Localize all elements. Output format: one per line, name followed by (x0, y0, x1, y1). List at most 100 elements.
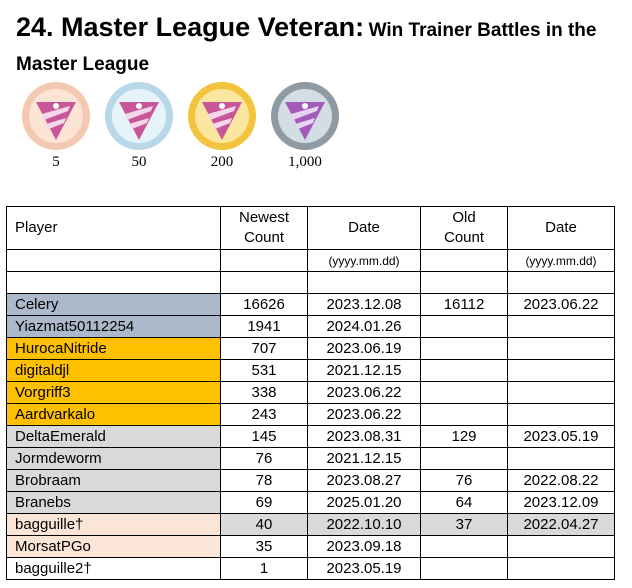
old-count-cell (420, 535, 508, 558)
medal-platinum-icon (271, 82, 339, 150)
header-old-date: Date (507, 206, 615, 250)
header-newest-count: Newest Count (220, 206, 308, 250)
medal-label-silver: 50 (131, 154, 147, 170)
table-row: Jormdeworm 76 2021.12.15 (6, 447, 615, 470)
newest-count-cell: 707 (220, 337, 308, 360)
old-count-cell (420, 557, 508, 580)
player-cell: HurocaNitride (6, 337, 221, 360)
date-cell: 2024.01.26 (307, 315, 421, 338)
player-cell: Vorgriff3 (6, 381, 221, 404)
table-row: bagguille† 40 2022.10.10 37 2022.04.27 (6, 513, 615, 536)
old-date-cell (507, 557, 615, 580)
medal-label-bronze: 5 (52, 154, 60, 170)
player-cell: Celery (6, 293, 221, 316)
date-cell: 2023.09.18 (307, 535, 421, 558)
table-row: MorsatPGo 35 2023.09.18 (6, 535, 615, 558)
old-date-cell: 2023.05.19 (507, 425, 615, 448)
old-count-cell (420, 403, 508, 426)
newest-count-cell: 76 (220, 447, 308, 470)
medal-platinum: 1,000 (269, 80, 341, 171)
medal-row: 5 50 200 1,000 (20, 80, 340, 170)
player-cell: bagguille2† (6, 557, 221, 580)
old-date-cell: 2023.12.09 (507, 491, 615, 514)
old-date-cell (507, 359, 615, 382)
title-subtitle-line2: Master League (16, 54, 150, 75)
newest-count-cell: 69 (220, 491, 308, 514)
date-cell: 2025.01.20 (307, 491, 421, 514)
old-date-cell (507, 315, 615, 338)
old-date-cell (507, 447, 615, 470)
table-row: Celery 16626 2023.12.08 16112 2023.06.22 (6, 293, 615, 316)
player-cell: bagguille† (6, 513, 221, 536)
player-cell: Jormdeworm (6, 447, 221, 470)
league-table: Player Newest Count Date Old Count Date (y… (6, 206, 615, 580)
old-count-cell: 76 (420, 469, 508, 492)
old-date-cell (507, 403, 615, 426)
newest-count-cell: 531 (220, 359, 308, 382)
table-row: Branebs 69 2025.01.20 64 2023.12.09 (6, 491, 615, 514)
table-row: Brobraam 78 2023.08.27 76 2022.08.22 (6, 469, 615, 492)
table-row: HurocaNitride 707 2023.06.19 (6, 337, 615, 360)
old-date-format: (yyyy.mm.dd) (507, 249, 615, 272)
newest-count-cell: 145 (220, 425, 308, 448)
date-cell: 2023.06.22 (307, 381, 421, 404)
medal-gold: 200 (186, 80, 258, 171)
spacer-row (6, 271, 615, 294)
newest-count-cell: 338 (220, 381, 308, 404)
old-count-cell (420, 337, 508, 360)
old-count-cell: 64 (420, 491, 508, 514)
date-format: (yyyy.mm.dd) (307, 249, 421, 272)
medal-silver-icon (105, 82, 173, 150)
header-old-count: Old Count (420, 206, 508, 250)
date-cell: 2023.08.31 (307, 425, 421, 448)
date-cell: 2023.06.19 (307, 337, 421, 360)
old-count-cell (420, 359, 508, 382)
newest-count-cell: 40 (220, 513, 308, 536)
old-count-cell: 129 (420, 425, 508, 448)
old-date-cell (507, 381, 615, 404)
date-cell: 2021.12.15 (307, 447, 421, 470)
header-date: Date (307, 206, 421, 250)
old-count-cell (420, 381, 508, 404)
player-cell: DeltaEmerald (6, 425, 221, 448)
newest-count-cell: 1 (220, 557, 308, 580)
date-cell: 2023.12.08 (307, 293, 421, 316)
table-row: DeltaEmerald 145 2023.08.31 129 2023.05.19 (6, 425, 615, 448)
title-subtitle: Win Trainer Battles in the (368, 20, 597, 41)
page-title: 24. Master League Veteran: Win Trainer B… (16, 9, 626, 75)
old-date-cell: 2022.08.22 (507, 469, 615, 492)
newest-count-cell: 35 (220, 535, 308, 558)
medal-label-platinum: 1,000 (288, 154, 322, 170)
newest-count-cell: 1941 (220, 315, 308, 338)
player-cell: Aardvarkalo (6, 403, 221, 426)
date-format-row: (yyyy.mm.dd) (yyyy.mm.dd) (6, 249, 615, 272)
old-count-cell (420, 447, 508, 470)
date-cell: 2023.08.27 (307, 469, 421, 492)
old-count-cell: 16112 (420, 293, 508, 316)
date-cell: 2021.12.15 (307, 359, 421, 382)
table-row: Vorgriff3 338 2023.06.22 (6, 381, 615, 404)
medal-bronze: 5 (20, 80, 92, 171)
player-cell: MorsatPGo (6, 535, 221, 558)
player-cell: digitaldjl (6, 359, 221, 382)
player-cell: Yiazmat50112254 (6, 315, 221, 338)
player-cell: Branebs (6, 491, 221, 514)
old-date-cell: 2023.06.22 (507, 293, 615, 316)
medal-silver: 50 (103, 80, 175, 171)
old-date-cell (507, 337, 615, 360)
newest-count-cell: 78 (220, 469, 308, 492)
newest-count-cell: 243 (220, 403, 308, 426)
table-row: Aardvarkalo 243 2023.06.22 (6, 403, 615, 426)
medal-bronze-icon (22, 82, 90, 150)
player-cell: Brobraam (6, 469, 221, 492)
newest-count-cell: 16626 (220, 293, 308, 316)
title-main: 24. Master League Veteran: (16, 12, 365, 42)
date-cell: 2022.10.10 (307, 513, 421, 536)
old-date-cell: 2022.04.27 (507, 513, 615, 536)
old-count-cell: 37 (420, 513, 508, 536)
old-date-cell (507, 535, 615, 558)
date-cell: 2023.05.19 (307, 557, 421, 580)
table-row: bagguille2† 1 2023.05.19 (6, 557, 615, 580)
old-count-cell (420, 315, 508, 338)
medal-label-gold: 200 (210, 154, 234, 170)
